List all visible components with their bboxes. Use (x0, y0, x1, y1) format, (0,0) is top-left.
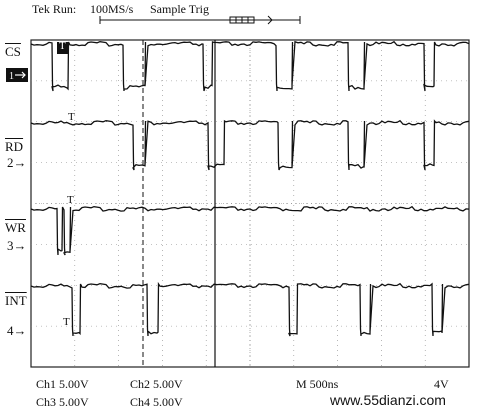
ch2-scale: Ch2 5.00V (130, 377, 183, 391)
timebase-readout: M 500ns (296, 377, 339, 391)
ch3-scale: Ch3 5.00V (36, 395, 89, 409)
sample-rate: 100MS/s (90, 2, 134, 16)
channel-label-cs: CS (5, 44, 21, 59)
trigger-marker-ch2: T (68, 111, 75, 123)
graticule-grid (31, 40, 469, 367)
ch4-scale: Ch4 5.00V (130, 395, 183, 409)
ch3-wr-waveform (30, 205, 470, 256)
channel-label-rd: RD (5, 139, 24, 154)
ch2-rd-waveform (30, 119, 470, 171)
ch1-number-marker: 1 (9, 71, 14, 82)
ch1-cs-waveform (30, 40, 470, 92)
channel-label-wr: WR (5, 220, 26, 235)
acquisition-mode: Sample Trig (150, 2, 210, 16)
trigger-marker-ch3: T (67, 194, 74, 206)
channel-label-int: INT (5, 293, 27, 308)
run-status: Tek Run: (32, 2, 77, 16)
ch1-scale: Ch1 5.00V (36, 377, 89, 391)
trigger-marker-ch1: T (59, 40, 66, 52)
channel-number-2: 2→ (7, 155, 27, 170)
ch4-int-waveform (30, 281, 470, 337)
scope-header: Tek Run: 100MS/s Sample Trig (0, 0, 477, 28)
trigger-level-readout: 4V (434, 377, 449, 391)
trigger-marker-box (57, 42, 68, 54)
watermark: www.55dianzi.com (330, 392, 446, 408)
channel-number-3: 3→ (7, 238, 27, 253)
channel-number-4: 4→ (7, 323, 27, 338)
record-length-bar (99, 15, 301, 25)
trigger-marker-ch4: T (63, 316, 70, 328)
